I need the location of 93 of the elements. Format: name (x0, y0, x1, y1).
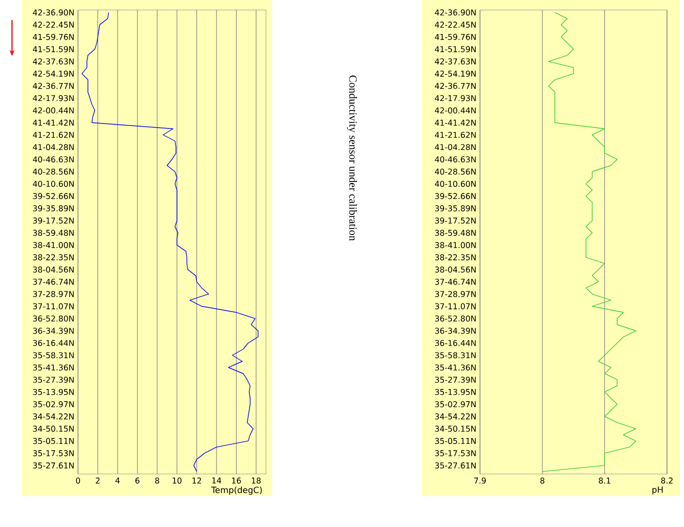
y-tick-label: 39-52.66N (33, 193, 74, 200)
y-tick-label: 37-28.97N (435, 291, 476, 298)
x-tick-label: 4 (115, 478, 120, 484)
y-tick-label: 42-36.90N (434, 9, 476, 16)
x-tick-label: 2 (96, 478, 100, 484)
x-tick-label: 6 (135, 478, 140, 484)
y-tick-label: 42-37.63N (434, 58, 476, 64)
y-tick-label: 35-58.31N (435, 352, 476, 358)
y-tick-label: 36-16.44N (33, 340, 74, 346)
y-tick-label: 42-17.93N (434, 95, 476, 102)
y-tick-label: 41-51.59N (434, 46, 476, 52)
y-tick-label: 36-52.80N (33, 315, 74, 322)
y-tick-label: 40-10.60N (434, 180, 476, 187)
y-tick-label: 37-11.07N (33, 303, 74, 310)
x-tick-label: 8 (155, 478, 160, 484)
y-tick-label: 40-46.63N (32, 156, 74, 162)
y-tick-label: 39-17.52N (435, 218, 476, 224)
y-tick-label: 41-04.28N (434, 144, 476, 150)
y-tick-label: 40-46.63N (434, 156, 476, 162)
x-tick-label: 0 (76, 478, 80, 484)
y-tick-label: 42-54.19N (32, 70, 74, 77)
y-tick-label: 41-21.62N (32, 132, 74, 138)
x-tick-label: 14 (212, 478, 222, 484)
y-tick-label: 37-46.74N (435, 278, 476, 285)
x-tick-label: 8.2 (661, 478, 673, 484)
y-tick-label: 40-28.56N (434, 168, 476, 175)
y-tick-label: 38-59.48N (33, 230, 74, 236)
y-tick-label: 38-59.48N (435, 230, 476, 236)
y-tick-label: 35-27.39N (33, 376, 74, 383)
y-tick-label: 35-13.95N (435, 388, 476, 395)
y-tick-label: 34-50.15N (33, 426, 74, 432)
y-tick-label: 34-54.22N (435, 413, 476, 420)
y-tick-label: 41-59.76N (434, 34, 476, 40)
x-tick-label: 7.9 (474, 478, 486, 484)
y-tick-label: 42-36.77N (32, 82, 74, 89)
y-tick-label: 42-37.63N (32, 58, 74, 64)
y-tick-label: 41-51.59N (32, 46, 74, 52)
y-tick-label: 41-59.76N (32, 34, 74, 40)
y-tick-label: 39-35.89N (33, 205, 74, 212)
y-tick-label: 38-41.00N (435, 242, 476, 248)
text: Conductivity sensor under calibration (347, 76, 357, 241)
y-tick-label: 38-22.35N (33, 254, 74, 260)
x-tick-label: 16 (232, 478, 241, 484)
y-tick-label: 36-16.44N (435, 340, 476, 346)
y-tick-label: 41-41.42N (32, 120, 74, 126)
y-tick-label: 36-34.39N (33, 328, 74, 334)
x-axis-title: Temp(degC) (211, 486, 262, 495)
y-tick-label: 35-27.61N (435, 462, 476, 468)
y-tick-label: 38-04.56N (33, 266, 74, 273)
y-tick-label: 42-22.45N (434, 22, 476, 28)
x-tick-label: 18 (252, 478, 261, 484)
y-tick-label: 42-36.90N (32, 9, 74, 16)
y-tick-label: 39-17.52N (33, 218, 74, 224)
y-tick-label: 35-27.61N (33, 462, 74, 468)
y-tick-label: 35-41.36N (435, 364, 476, 371)
y-tick-label: 42-36.77N (434, 82, 476, 89)
y-tick-label: 35-05.11N (33, 438, 74, 444)
y-tick-label: 41-21.62N (434, 132, 476, 138)
y-tick-label: 35-13.95N (33, 388, 74, 395)
y-tick-label: 38-41.00N (33, 242, 74, 248)
y-tick-label: 35-41.36N (33, 364, 74, 371)
x-axis-title: pH (652, 486, 663, 495)
y-tick-label: 35-02.97N (33, 401, 74, 408)
x-tick-label: 12 (192, 478, 202, 484)
y-tick-label: 35-58.31N (33, 352, 74, 358)
y-tick-label: 41-41.42N (434, 120, 476, 126)
x-tick-label: 10 (172, 478, 182, 484)
y-tick-label: 37-28.97N (33, 291, 74, 298)
y-tick-label: 39-35.89N (435, 205, 476, 212)
x-tick-label: 8.1 (598, 478, 610, 484)
y-tick-label: 35-17.53N (33, 450, 74, 456)
y-tick-label: 36-34.39N (435, 328, 476, 334)
y-tick-label: 40-10.60N (32, 180, 74, 187)
y-tick-label: 36-52.80N (435, 315, 476, 322)
y-tick-label: 35-27.39N (435, 376, 476, 383)
y-tick-label: 42-00.44N (434, 107, 476, 114)
y-tick-label: 37-46.74N (33, 278, 74, 285)
y-tick-label: 35-02.97N (435, 401, 476, 408)
y-tick-label: 42-00.44N (32, 107, 74, 114)
y-tick-label: 37-11.07N (435, 303, 476, 310)
y-tick-label: 35-17.53N (435, 450, 476, 456)
y-tick-label: 35-05.11N (435, 438, 476, 444)
x-tick-label: 8 (540, 478, 544, 484)
y-tick-label: 40-28.56N (32, 168, 74, 175)
y-tick-label: 34-54.22N (33, 413, 74, 420)
y-tick-label: 42-22.45N (32, 22, 74, 28)
y-tick-label: 38-04.56N (435, 266, 476, 273)
y-tick-label: 39-52.66N (435, 193, 476, 200)
y-tick-label: 34-50.15N (435, 426, 476, 432)
y-tick-label: 42-17.93N (32, 95, 74, 102)
y-tick-label: 38-22.35N (435, 254, 476, 260)
y-tick-label: 42-54.19N (434, 70, 476, 77)
y-tick-label: 41-04.28N (32, 144, 74, 150)
